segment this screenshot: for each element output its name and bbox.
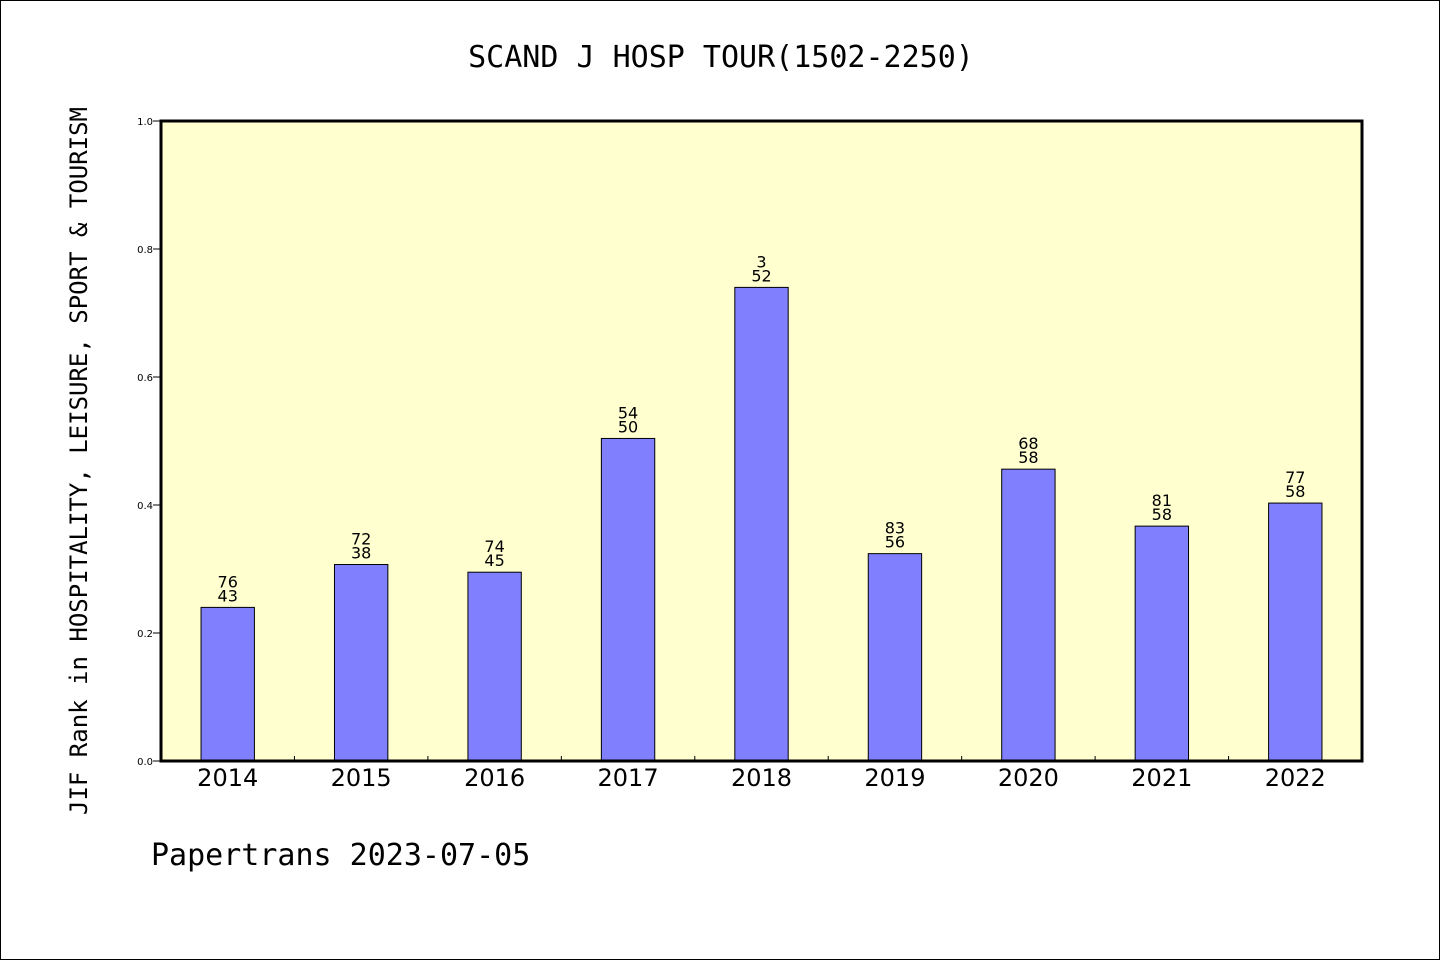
plot-border [159, 119, 1364, 763]
x-tick-label: 2016 [464, 764, 525, 792]
bar-label-rank: 3 [756, 252, 766, 271]
bar-label-total: 50 [618, 417, 638, 436]
bar-label-rank: 54 [618, 403, 638, 422]
x-tick-label: 2021 [1131, 764, 1192, 792]
bar-label-total: 56 [885, 533, 905, 552]
bar [867, 553, 923, 762]
bar-label-total: 38 [351, 544, 371, 563]
y-tick-label: 0.2 [137, 629, 153, 640]
bar-label-total: 58 [1018, 448, 1038, 467]
bar [734, 286, 789, 762]
bar-label-total: 45 [484, 551, 504, 570]
y-tick-label: 0.6 [137, 373, 153, 384]
bar-label-rank: 81 [1152, 491, 1172, 510]
bar [333, 564, 389, 762]
bar-label-rank: 74 [484, 537, 504, 556]
bar-label-total: 43 [218, 586, 238, 605]
chart-title: SCAND J HOSP TOUR(1502-2250) [468, 40, 974, 75]
y-axis-label: JIF Rank in HOSPITALITY, LEISURE, SPORT … [65, 107, 93, 815]
bar [600, 437, 656, 762]
x-axis: 2014 2015 2016 2017 2018 2019 2020 2021 2022 [197, 756, 1326, 792]
x-tick-label: 2017 [598, 764, 659, 792]
bar [1268, 502, 1323, 762]
bar-label-total: 52 [751, 266, 771, 285]
y-tick-label: 1.0 [137, 117, 153, 128]
x-tick-label: 2014 [197, 764, 258, 792]
x-tick-label: 2022 [1265, 764, 1326, 792]
bar-label-rank: 68 [1018, 434, 1038, 453]
x-tick-label: 2020 [998, 764, 1059, 792]
bar-label-total: 58 [1285, 482, 1305, 501]
bar [1001, 468, 1056, 762]
bar-label-rank: 76 [218, 572, 238, 591]
y-tick-label: 0.0 [137, 757, 153, 768]
x-tick-label: 2018 [731, 764, 792, 792]
footer-credit: Papertrans 2023-07-05 [151, 838, 530, 873]
y-tick-label: 0.4 [137, 501, 153, 512]
bar-label-rank: 83 [885, 519, 905, 538]
bar-label-rank: 77 [1285, 468, 1305, 487]
y-tick-label: 0.8 [137, 245, 153, 256]
bar [200, 606, 255, 762]
y-axis: 0.0 0.2 0.4 0.6 0.8 1.0 [137, 117, 161, 768]
x-tick-label: 2019 [864, 764, 925, 792]
x-tick-label: 2015 [331, 764, 392, 792]
bar-label-rank: 72 [351, 530, 371, 549]
bar-label-total: 58 [1152, 505, 1172, 524]
bar [467, 571, 522, 762]
bar [1134, 525, 1190, 762]
